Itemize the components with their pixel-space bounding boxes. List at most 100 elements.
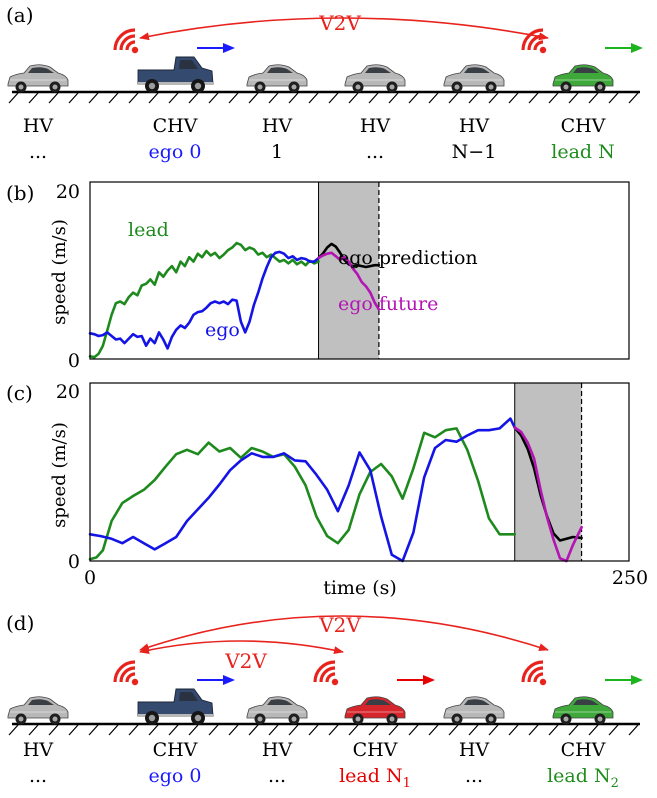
future-series-line: [317, 251, 381, 311]
sedan-icon: [552, 64, 614, 93]
panel-c-xtick-250: 250: [612, 567, 648, 589]
road-hatch: [528, 724, 539, 736]
road-hatch: [168, 724, 179, 736]
motion-arrow-icon: [397, 675, 435, 685]
ego-prediction-annotation: ego prediction: [338, 247, 478, 269]
lead-series-line: [88, 427, 517, 561]
vehicle-5: CHV lead N: [521, 28, 643, 163]
road-hatch: [588, 92, 599, 104]
vehicle-type-label: HV: [459, 115, 490, 137]
road-hatch: [128, 724, 139, 736]
road-hatch: [248, 724, 259, 736]
ego-series-line: [88, 250, 320, 350]
road-hatch: [328, 724, 339, 736]
road-hatch: [628, 724, 639, 736]
road-hatch: [148, 724, 159, 736]
road-hatch: [368, 724, 379, 736]
v2v-outer-label: V2V: [318, 613, 361, 637]
vehicle-id-label: ego 0: [149, 765, 202, 787]
road-hatch: [68, 724, 79, 736]
road-hatch: [8, 92, 19, 104]
road-hatch: [588, 724, 599, 736]
vehicle-type-label: HV: [459, 739, 490, 761]
vehicle-id-label: lead N2: [547, 765, 619, 791]
wifi-signal-icon: [113, 660, 139, 686]
vehicle-0: HV...: [7, 64, 69, 163]
vehicle-id-label: ego 0: [149, 141, 202, 163]
panel-d-tag: (d): [6, 611, 34, 635]
plot-frame: [89, 382, 630, 562]
road-hatch: [428, 724, 439, 736]
panel-c-ylabel: speed (m/s): [49, 422, 70, 528]
road-hatch: [488, 92, 499, 104]
road-hatch: [548, 724, 559, 736]
vehicle-1: CHV ego 0: [113, 660, 235, 787]
road-hatch: [488, 724, 499, 736]
road-hatch: [108, 724, 119, 736]
panel-c-xtick-0: 0: [84, 567, 96, 589]
road-hatch: [188, 724, 199, 736]
vehicle-id-label: 1: [271, 141, 283, 163]
prediction-series-line: [317, 242, 381, 269]
road-hatch: [348, 724, 359, 736]
vehicle-3: CHV lead N1: [313, 660, 435, 791]
panel-a-tag: (a): [6, 3, 34, 27]
vehicle-id-label: ...: [366, 141, 384, 163]
road-hatch: [28, 724, 39, 736]
vehicle-4: HV...: [443, 696, 505, 787]
road-hatch: [328, 92, 339, 104]
ego-annotation: ego: [205, 319, 240, 341]
vehicle-type-label: HV: [262, 739, 293, 761]
wifi-signal-icon: [113, 28, 139, 54]
road-hatch: [608, 92, 619, 104]
v2v-link-outer-arrow: [139, 615, 549, 652]
road-hatch: [548, 92, 559, 104]
road-hatch: [468, 724, 479, 736]
road-hatch: [148, 92, 159, 104]
motion-arrow-icon: [605, 675, 643, 685]
vehicle-id-label: ...: [29, 765, 47, 787]
v2v-label: V2V: [318, 11, 361, 35]
vehicle-id-label: N−1: [452, 141, 497, 163]
pickup-truck-icon: [137, 56, 214, 93]
wifi-signal-icon: [521, 660, 547, 686]
road-hatch: [108, 92, 119, 104]
road-hatch: [48, 724, 59, 736]
lead-annotation: lead: [128, 219, 169, 241]
road-hatch: [608, 724, 619, 736]
road-hatch: [188, 92, 199, 104]
wifi-signal-icon: [521, 28, 547, 54]
road-hatch: [228, 724, 239, 736]
road-hatch: [288, 724, 299, 736]
vehicle-4: HV N−1: [443, 64, 505, 163]
road-hatch: [628, 92, 639, 104]
v2v-inner-label: V2V: [224, 649, 267, 673]
plot-frame: [89, 181, 630, 360]
panel-c-tag: (c): [6, 381, 33, 405]
road-hatch: [508, 724, 519, 736]
road-a: [8, 90, 640, 104]
road-hatch: [8, 724, 19, 736]
panel-b-ylabel: speed (m/s): [49, 219, 70, 325]
panel-c-chart: (c) speed (m/s) 20 0 0 250 time (s): [6, 381, 648, 599]
vehicle-5: CHV lead N2: [521, 660, 643, 791]
vehicle-type-label: CHV: [153, 739, 198, 761]
road-hatch: [528, 92, 539, 104]
motion-arrow-icon: [197, 675, 235, 685]
road-hatch: [208, 92, 219, 104]
ego-future-annotation: ego future: [338, 293, 438, 315]
road-hatch: [68, 92, 79, 104]
panel-b-tag: (b): [6, 181, 34, 205]
panel-c-ytick-0: 0: [68, 551, 80, 573]
sedan-icon: [246, 696, 308, 725]
sedan-icon: [7, 64, 69, 93]
panel-c-plot-area: [88, 382, 630, 563]
road-hatch: [308, 724, 319, 736]
prediction-window: [318, 182, 379, 359]
vehicle-id-label: ...: [268, 765, 286, 787]
v2v-link-inner-arrow: [139, 640, 344, 655]
road-hatch: [388, 92, 399, 104]
road-hatch: [508, 92, 519, 104]
